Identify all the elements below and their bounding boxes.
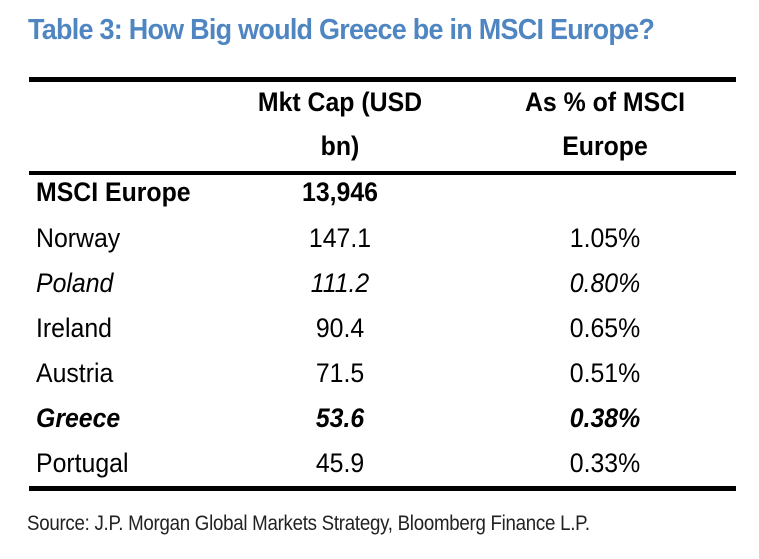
row-pct: 0.51%: [569, 358, 641, 388]
row-label: MSCI Europe: [36, 177, 191, 207]
source-note: Source: J.P. Morgan Global Markets Strat…: [27, 512, 590, 535]
header-rule: [29, 171, 736, 175]
row-mktcap: 111.2: [310, 268, 370, 298]
row-pct: 0.65%: [569, 313, 641, 343]
row-pct: 0.33%: [569, 448, 641, 478]
top-rule: [29, 77, 736, 82]
row-mktcap: 90.4: [315, 313, 365, 343]
bottom-rule: [29, 486, 736, 491]
row-label: Poland: [36, 268, 114, 298]
row-pct: 0.80%: [569, 268, 641, 298]
row-label: Greece: [36, 403, 121, 433]
header-mktcap-line1: Mkt Cap (USD: [257, 87, 423, 117]
row-mktcap: 71.5: [315, 358, 365, 388]
row-label: Austria: [36, 358, 114, 388]
row-label: Ireland: [36, 313, 112, 343]
row-label: Portugal: [36, 448, 129, 478]
row-pct: 0.38%: [569, 403, 641, 433]
header-pct-line1: As % of MSCI: [524, 87, 686, 117]
table-title: Table 3: How Big would Greece be in MSCI…: [28, 14, 655, 46]
row-label: Norway: [36, 223, 121, 253]
row-mktcap: 147.1: [308, 223, 372, 253]
row-mktcap: 45.9: [315, 448, 365, 478]
row-pct: 1.05%: [569, 223, 641, 253]
row-mktcap: 13,946: [302, 177, 378, 207]
header-mktcap-line2: bn): [320, 131, 360, 161]
header-pct-line2: Europe: [562, 131, 648, 161]
row-mktcap: 53.6: [315, 403, 365, 433]
